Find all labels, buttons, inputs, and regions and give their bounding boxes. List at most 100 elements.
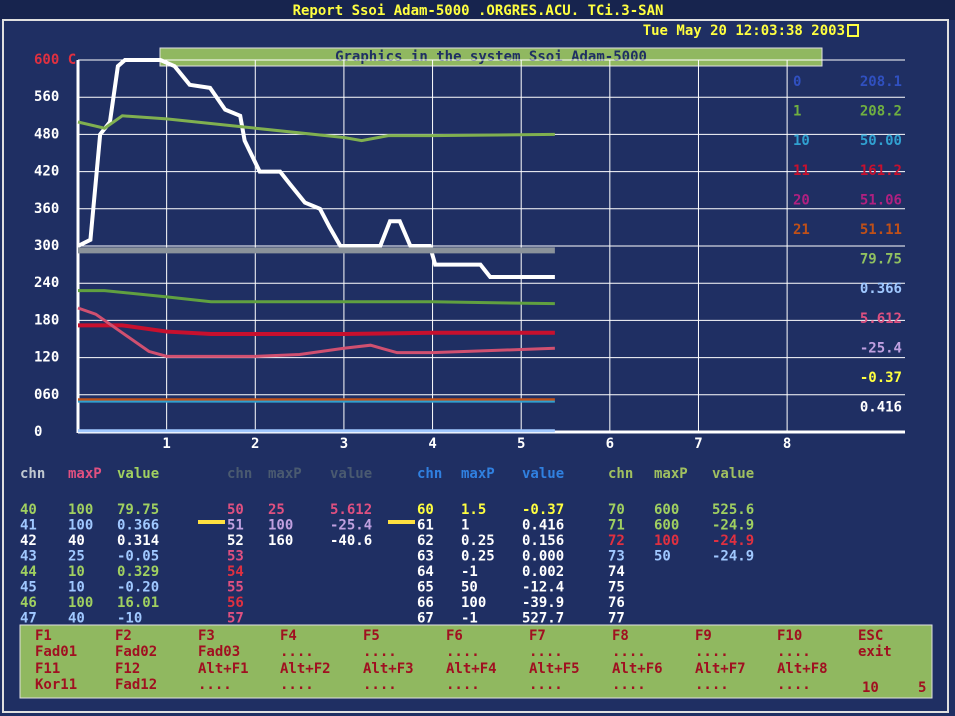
function-key-action[interactable]: exit [858,644,892,660]
table-header: maxP [654,466,688,482]
table-cell: -24.9 [712,533,754,549]
function-key-action[interactable]: Fad02 [115,644,157,660]
row-marker [388,520,415,524]
readout-value: 50.00 [860,133,902,149]
x-tick-label: 1 [162,436,170,452]
table-header: value [330,466,372,482]
function-key-action[interactable]: .... [529,644,563,660]
clock-icon [847,24,859,37]
function-key[interactable]: Alt+F4 [446,661,497,677]
function-key-action[interactable]: .... [280,644,314,660]
table-cell: 41 [20,518,37,534]
readout-value: 161.2 [860,163,902,179]
readout-channel: 1 [793,104,801,120]
y-tick-label: 240 [34,275,59,291]
function-key[interactable]: F11 [35,661,60,677]
table-cell: 600 [654,502,679,518]
status-number: 5 [918,680,926,696]
function-key-action[interactable]: .... [446,677,480,693]
function-key[interactable]: Alt+F5 [529,661,580,677]
function-key-action[interactable]: .... [529,677,563,693]
table-cell: 100 [68,502,93,518]
table-cell: 1 [461,518,469,534]
function-key-action[interactable]: .... [446,644,480,660]
table-cell: 64 [417,564,434,580]
function-key[interactable]: F10 [777,628,802,644]
function-key-action[interactable]: Fad03 [198,644,240,660]
table-cell: 50 [227,502,244,518]
function-key-action[interactable]: Kor11 [35,677,77,693]
function-key[interactable]: Alt+F7 [695,661,746,677]
readout-value: -0.37 [860,370,902,386]
table-header: chn [227,466,252,482]
function-key-action[interactable]: .... [777,644,811,660]
function-key[interactable]: F1 [35,628,52,644]
table-cell: 10 [68,580,85,596]
table-cell: 60 [417,502,434,518]
table-cell: -24.9 [712,549,754,565]
function-key-action[interactable]: .... [695,644,729,660]
function-key-action[interactable]: .... [612,644,646,660]
table-cell: 0.000 [522,549,564,565]
datetime: Tue May 20 12:03:38 2003 [643,23,845,39]
table-cell: 10 [68,564,85,580]
table-cell: 61 [417,518,434,534]
table-cell: 65 [417,580,434,596]
function-key[interactable]: F9 [695,628,712,644]
table-cell: 25 [268,502,285,518]
table-cell: 160 [268,533,293,549]
table-cell: -0.37 [522,502,564,518]
function-key[interactable]: F4 [280,628,297,644]
function-key-action[interactable]: .... [695,677,729,693]
report-title: Report Ssoi Adam-5000 .ORGRES.ACU. TCi.3… [293,3,664,19]
table-cell: 16.01 [117,595,159,611]
function-key[interactable]: F8 [612,628,629,644]
function-key[interactable]: F12 [115,661,140,677]
function-key-action[interactable]: .... [363,677,397,693]
function-key[interactable]: ESC [858,628,883,644]
table-cell: 0.25 [461,549,495,565]
table-header: chn [608,466,633,482]
table-cell: 100 [268,518,293,534]
function-key[interactable]: F6 [446,628,463,644]
function-key-action[interactable]: Fad12 [115,677,157,693]
series-line [77,58,555,279]
function-key[interactable]: F5 [363,628,380,644]
function-key-action[interactable]: .... [363,644,397,660]
readout-value: 5.612 [860,311,902,327]
table-cell: 62 [417,533,434,549]
function-key[interactable]: Alt+F3 [363,661,414,677]
readout-value: 208.2 [860,104,902,120]
function-key-action[interactable]: .... [198,677,232,693]
table-cell: -39.9 [522,595,564,611]
table-cell: 100 [68,518,93,534]
table-cell: 50 [461,580,478,596]
function-key-action[interactable]: .... [612,677,646,693]
readout-value: 0.366 [860,281,902,297]
function-key[interactable]: F7 [529,628,546,644]
x-tick-label: 5 [517,436,525,452]
function-key-action[interactable]: Fad01 [35,644,77,660]
function-key[interactable]: F2 [115,628,132,644]
table-cell: 25 [68,549,85,565]
function-key-action[interactable]: .... [777,677,811,693]
y-tick-label: 180 [34,312,59,328]
table-cell: 54 [227,564,244,580]
y-tick-label: 560 [34,89,59,105]
table-cell: 44 [20,564,37,580]
y-tick-label: 420 [34,164,59,180]
table-cell: -1 [461,611,478,627]
function-key-action[interactable]: .... [280,677,314,693]
function-key[interactable]: Alt+F2 [280,661,331,677]
table-cell: 100 [68,595,93,611]
table-header: maxP [461,466,495,482]
table-cell: 527.7 [522,611,564,627]
table-cell: -1 [461,564,478,580]
function-key[interactable]: Alt+F1 [198,661,249,677]
function-key[interactable]: Alt+F6 [612,661,663,677]
function-key[interactable]: Alt+F8 [777,661,828,677]
table-header: chn [20,466,45,482]
table-cell: 0.416 [522,518,564,534]
table-cell: 55 [227,580,244,596]
function-key[interactable]: F3 [198,628,215,644]
